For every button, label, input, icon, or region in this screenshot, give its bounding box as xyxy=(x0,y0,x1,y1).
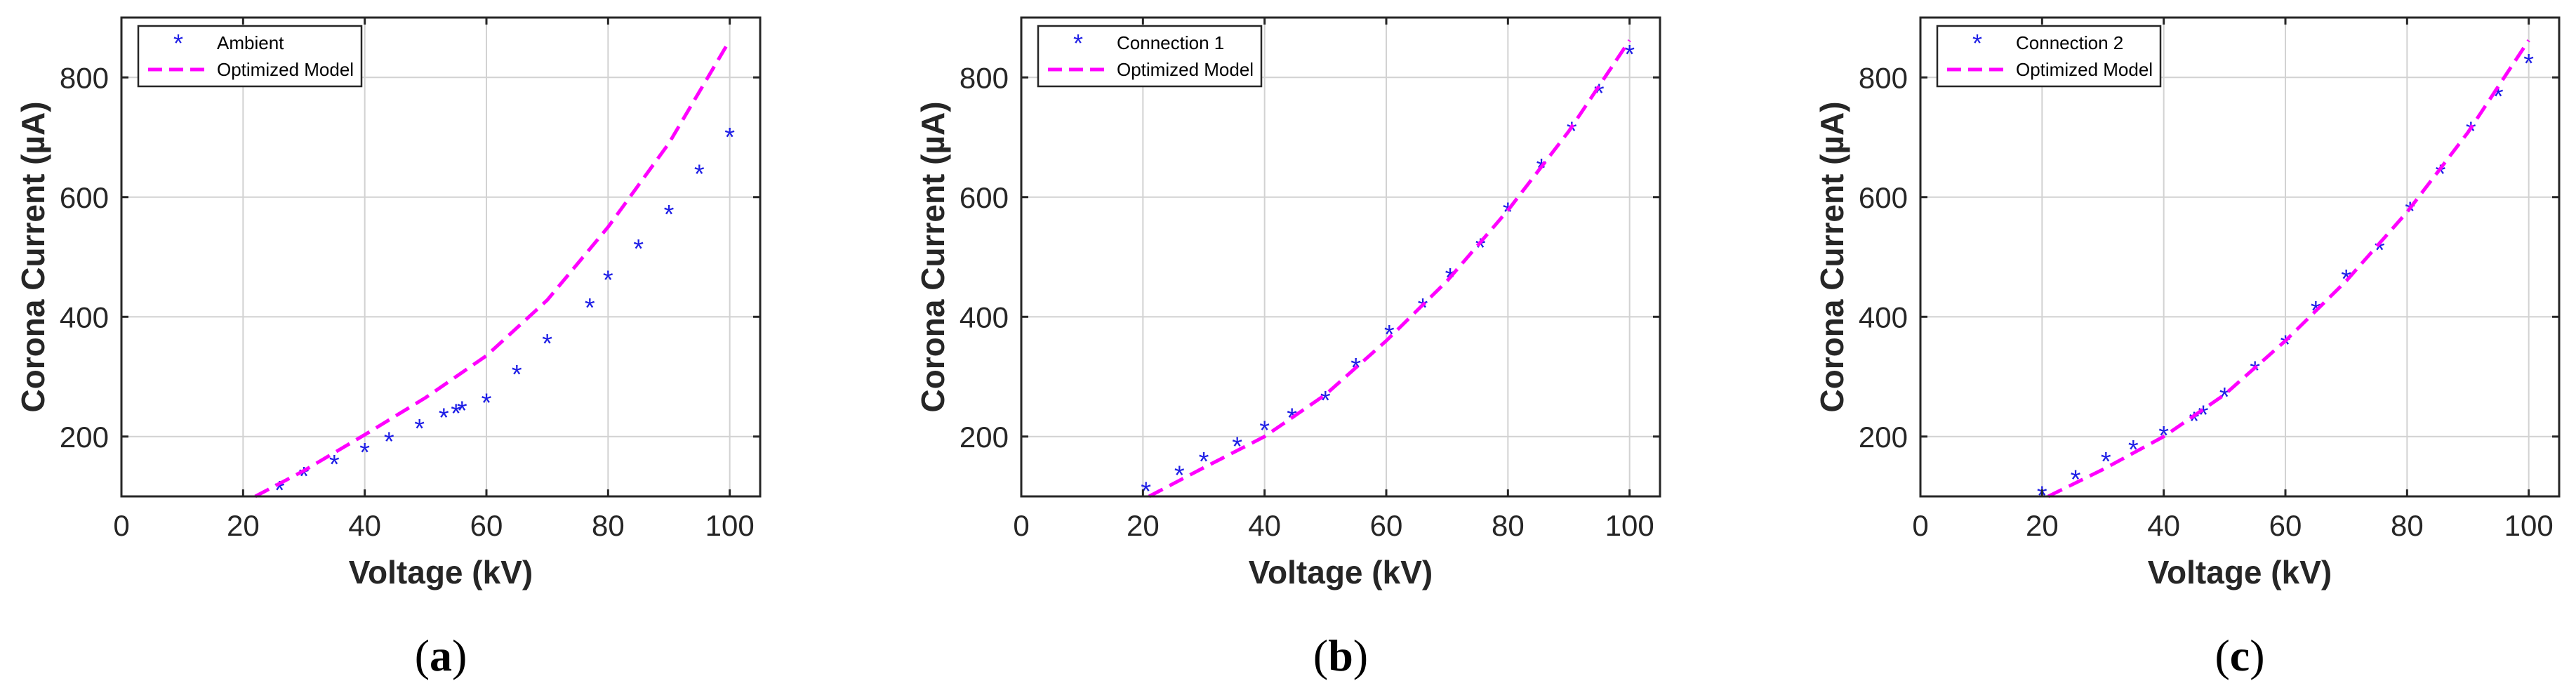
data-point: * xyxy=(1384,320,1395,350)
legend-label: Optimized Model xyxy=(2016,59,2153,80)
plot-area xyxy=(1021,18,1660,496)
x-tick-label: 80 xyxy=(592,509,625,542)
data-point: * xyxy=(664,200,675,230)
legend: * Connection 2 Optimized Model xyxy=(1937,26,2160,86)
y-tick-label: 800 xyxy=(1859,61,1908,94)
x-axis-title: Voltage (kV) xyxy=(2148,554,2332,590)
data-point: * xyxy=(2523,49,2534,79)
y-tick-label: 400 xyxy=(960,301,1009,334)
y-tick-label: 200 xyxy=(1859,421,1908,454)
data-point: * xyxy=(585,293,595,323)
y-tick-label: 600 xyxy=(1859,181,1908,214)
legend-label: Connection 1 xyxy=(1117,32,1224,53)
legend: * Ambient Optimized Model xyxy=(138,26,361,86)
x-tick-label: 0 xyxy=(1013,509,1029,542)
chart-panel-c: ******************0204060801002004006008… xyxy=(1814,18,2559,680)
x-axis-title: Voltage (kV) xyxy=(349,554,533,590)
y-tick-label: 400 xyxy=(60,301,109,334)
plot-area xyxy=(1920,18,2559,496)
legend-label: Ambient xyxy=(217,32,284,53)
data-point: * xyxy=(542,329,552,359)
y-tick-label: 600 xyxy=(960,181,1009,214)
y-tick-label: 400 xyxy=(1859,301,1908,334)
x-tick-label: 60 xyxy=(1370,509,1403,542)
caption-open-paren: ( xyxy=(2215,631,2229,680)
chart-panel-a: * * * * * * * ** *********0 20 40 60 80 1002004006008… xyxy=(15,18,760,680)
caption-letter: a xyxy=(430,631,452,680)
data-point: * xyxy=(384,428,394,457)
data-point: * xyxy=(457,396,467,425)
x-tick-label: 100 xyxy=(1605,509,1654,542)
data-point: * xyxy=(633,235,644,264)
x-tick-label: 40 xyxy=(1248,509,1281,542)
y-axis-title: Corona Current (µA) xyxy=(1814,101,1850,412)
data-point: * xyxy=(1259,416,1270,446)
data-point: * xyxy=(414,414,425,444)
data-point: * xyxy=(1199,447,1209,477)
y-axis-title: Corona Current (µA) xyxy=(915,101,951,412)
panel-caption: (a) xyxy=(415,631,467,680)
panel-caption: (c) xyxy=(2215,631,2264,680)
legend-marker-swatch: * xyxy=(1972,29,1982,58)
data-point: * xyxy=(1174,461,1185,490)
legend: * Connection 1 Optimized Model xyxy=(1038,26,1261,86)
caption-close-paren: ) xyxy=(452,631,467,680)
x-tick-label: 80 xyxy=(2391,509,2424,542)
x-tick-label: 60 xyxy=(2269,509,2302,542)
x-tick-label: 100 xyxy=(2504,509,2554,542)
data-point: * xyxy=(482,388,492,418)
caption-close-paren: ) xyxy=(2250,631,2264,680)
x-tick-label: 20 xyxy=(227,509,260,542)
x-axis-title: Voltage (kV) xyxy=(1249,554,1433,590)
y-tick-label: 200 xyxy=(960,421,1009,454)
legend-label: Optimized Model xyxy=(1117,59,1254,80)
caption-letter: b xyxy=(1328,631,1353,680)
data-point: * xyxy=(1503,197,1513,227)
panel-caption: (b) xyxy=(1313,631,1368,680)
data-point: * xyxy=(2198,400,2209,430)
x-tick-label: 40 xyxy=(2147,509,2180,542)
data-point: * xyxy=(724,123,735,152)
x-tick-label: 40 xyxy=(348,509,381,542)
figure: * * * * * * * ** *********0 20 40 60 80 1002004006008… xyxy=(0,0,2576,693)
x-tick-label: 20 xyxy=(1127,509,1160,542)
data-point: * xyxy=(2101,447,2111,477)
data-point: * xyxy=(1624,40,1635,70)
x-tick-label: 0 xyxy=(1912,509,1928,542)
data-point: * xyxy=(603,266,613,296)
y-tick-label: 800 xyxy=(60,61,109,94)
data-point: * xyxy=(329,450,340,480)
data-point: * xyxy=(2493,82,2504,112)
chart-panel-b: ** *** ************0 20 40 60 80 10020040060080… xyxy=(915,18,1660,680)
caption-letter: c xyxy=(2230,631,2250,680)
data-point: * xyxy=(439,404,449,433)
y-tick-label: 800 xyxy=(960,61,1009,94)
y-tick-label: 600 xyxy=(60,181,109,214)
legend-label: Connection 2 xyxy=(2016,32,2123,53)
y-axis-title: Corona Current (µA) xyxy=(15,101,51,412)
caption-close-paren: ) xyxy=(1353,631,1368,680)
legend-marker-swatch: * xyxy=(1073,29,1083,58)
x-tick-label: 0 xyxy=(113,509,129,542)
y-tick-label: 200 xyxy=(60,421,109,454)
legend-marker-swatch: * xyxy=(173,29,183,58)
x-tick-label: 20 xyxy=(2026,509,2059,542)
legend-label: Optimized Model xyxy=(217,59,354,80)
data-point: * xyxy=(694,160,705,190)
x-tick-label: 60 xyxy=(470,509,503,542)
caption-open-paren: ( xyxy=(415,631,430,680)
x-tick-label: 80 xyxy=(1492,509,1525,542)
caption-open-paren: ( xyxy=(1313,631,1328,680)
x-tick-label: 100 xyxy=(705,509,755,542)
data-point: * xyxy=(359,438,370,468)
data-point: * xyxy=(512,360,522,390)
